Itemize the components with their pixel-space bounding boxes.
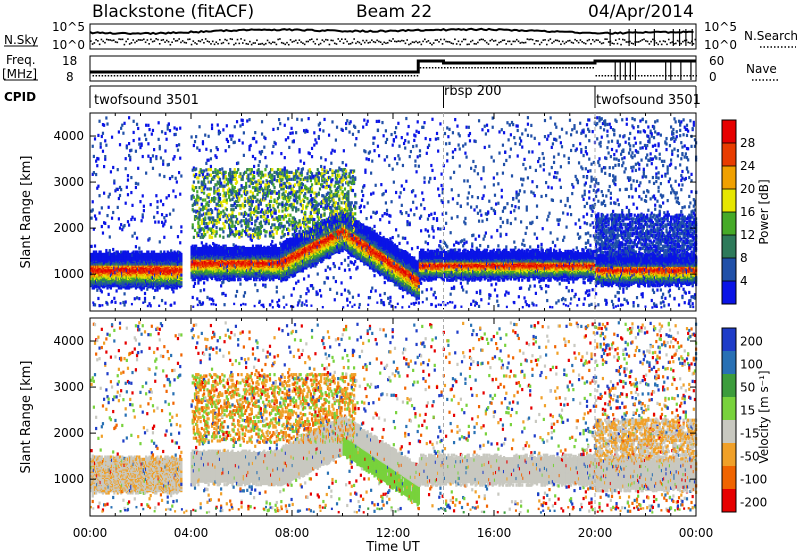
power-data — [91, 116, 698, 309]
colorbar-tick: 4 — [740, 274, 748, 288]
colorbar-tick: 100 — [740, 358, 763, 372]
nsearch-label: N.Search — [744, 29, 798, 43]
nave-tick-top: 60 — [709, 54, 724, 68]
xtick-label: 12:00 — [376, 526, 411, 540]
freq-trace — [90, 61, 696, 72]
colorbar-swatch — [722, 328, 736, 351]
colorbar-tick: 12 — [740, 228, 755, 242]
ytick-label: 3000 — [53, 175, 84, 189]
cpid-segment-3: twofsound 3501 — [596, 93, 701, 108]
colorbar-swatch — [722, 281, 736, 304]
colorbar-swatch — [722, 374, 736, 397]
xtick-label: 08:00 — [275, 526, 310, 540]
time-axis-label: Time UT — [365, 540, 419, 554]
colorbar-swatch — [722, 143, 736, 166]
ytick-label: 4000 — [53, 334, 84, 348]
colorbar-swatch — [722, 397, 736, 420]
noise-tick-right-top: 10^5 — [704, 20, 737, 34]
colorbar-tick: -200 — [740, 496, 767, 510]
cpid-segment-2: rbsp 200 — [444, 84, 502, 99]
cpid-label: CPID — [4, 90, 36, 104]
radar-title: Blackstone (fitACF) — [92, 2, 254, 22]
noise-tick-right-bottom: 10^0 — [704, 38, 737, 52]
colorbar-swatch — [722, 189, 736, 212]
colorbar-tick: 24 — [740, 159, 755, 173]
nave-label: Nave — [746, 62, 777, 76]
xtick-label: 04:00 — [174, 526, 209, 540]
ytick-label: 2000 — [53, 426, 84, 440]
time-axis: 00:00 04:00 08:00 12:00 16:00 20:00 00:00 — [73, 526, 714, 540]
colorbar-tick: 50 — [740, 381, 755, 395]
colorbar-swatch — [722, 258, 736, 281]
velocity-panel: 1000 2000 3000 4000 Slant Range [km] 200 100… — [19, 318, 771, 554]
date-label: 04/Apr/2014 — [588, 2, 694, 22]
beam-label: Beam 22 — [356, 2, 432, 22]
xtick-label: 00:00 — [73, 526, 108, 540]
noise-tick-left-bottom: 10^0 — [52, 38, 85, 52]
velocity-ylabel: Slant Range [km] — [19, 361, 34, 474]
radar-summary-plot: Blackstone (fitACF) Beam 22 04/Apr/2014 … — [0, 0, 800, 554]
plot-canvas: Blackstone (fitACF) Beam 22 04/Apr/2014 … — [0, 0, 800, 554]
noise-panel: N.Sky 10^5 10^0 10^5 10^0 N.Search — [4, 20, 798, 52]
colorbar-swatch — [722, 420, 736, 443]
colorbar-swatch — [722, 466, 736, 489]
nave-tick-bottom: 0 — [709, 70, 717, 84]
colorbar-swatch — [722, 351, 736, 374]
colorbar-tick: 200 — [740, 335, 763, 349]
freq-unit: [MHz] — [2, 67, 37, 81]
ytick-label: 4000 — [53, 129, 84, 143]
colorbar-tick: 20 — [740, 182, 755, 196]
power-panel: 1000 2000 3000 4000 Slant Range [km] 4 8 12 16… — [19, 113, 771, 311]
colorbar-swatch — [722, 212, 736, 235]
velocity-colorbar-label: Velocity [m s⁻¹] — [757, 370, 771, 463]
power-colorbar-label: Power [dB] — [757, 179, 771, 244]
nave-trace — [93, 60, 697, 80]
power-colorbar: 4 8 12 16 20 24 28 — [722, 120, 755, 304]
ytick-label: 2000 — [53, 221, 84, 235]
power-ylabel: Slant Range [km] — [19, 156, 34, 269]
ytick-label: 1000 — [53, 472, 84, 486]
colorbar-swatch — [722, 443, 736, 466]
xtick-label: 16:00 — [477, 526, 512, 540]
freq-label: Freq. — [6, 53, 36, 67]
colorbar-tick: 8 — [740, 251, 748, 265]
colorbar-swatch — [722, 235, 736, 258]
cpid-bar: CPID twofsound 3501 rbsp 200 twofsound 3… — [4, 84, 701, 108]
colorbar-swatch — [722, 489, 736, 512]
colorbar-tick: -100 — [740, 473, 767, 487]
colorbar-swatch — [722, 120, 736, 143]
freq-tick-bottom: 8 — [66, 70, 74, 84]
noise-sky-trace — [90, 29, 694, 34]
cpid-segment-1: twofsound 3501 — [94, 93, 199, 108]
xtick-label: 00:00 — [679, 526, 714, 540]
noise-tick-left-top: 10^5 — [52, 20, 85, 34]
velocity-data — [90, 321, 697, 514]
ytick-label: 1000 — [53, 267, 84, 281]
freq-tick-top: 18 — [62, 54, 77, 68]
colorbar-tick: 15 — [740, 404, 755, 418]
freq-panel: Freq. [MHz] 18 8 60 0 Nave — [2, 53, 778, 84]
colorbar-swatch — [722, 166, 736, 189]
colorbar-tick: 16 — [740, 205, 755, 219]
nsky-label: N.Sky — [4, 33, 38, 47]
xtick-label: 20:00 — [578, 526, 613, 540]
colorbar-tick: 28 — [740, 136, 755, 150]
ytick-label: 3000 — [53, 380, 84, 394]
